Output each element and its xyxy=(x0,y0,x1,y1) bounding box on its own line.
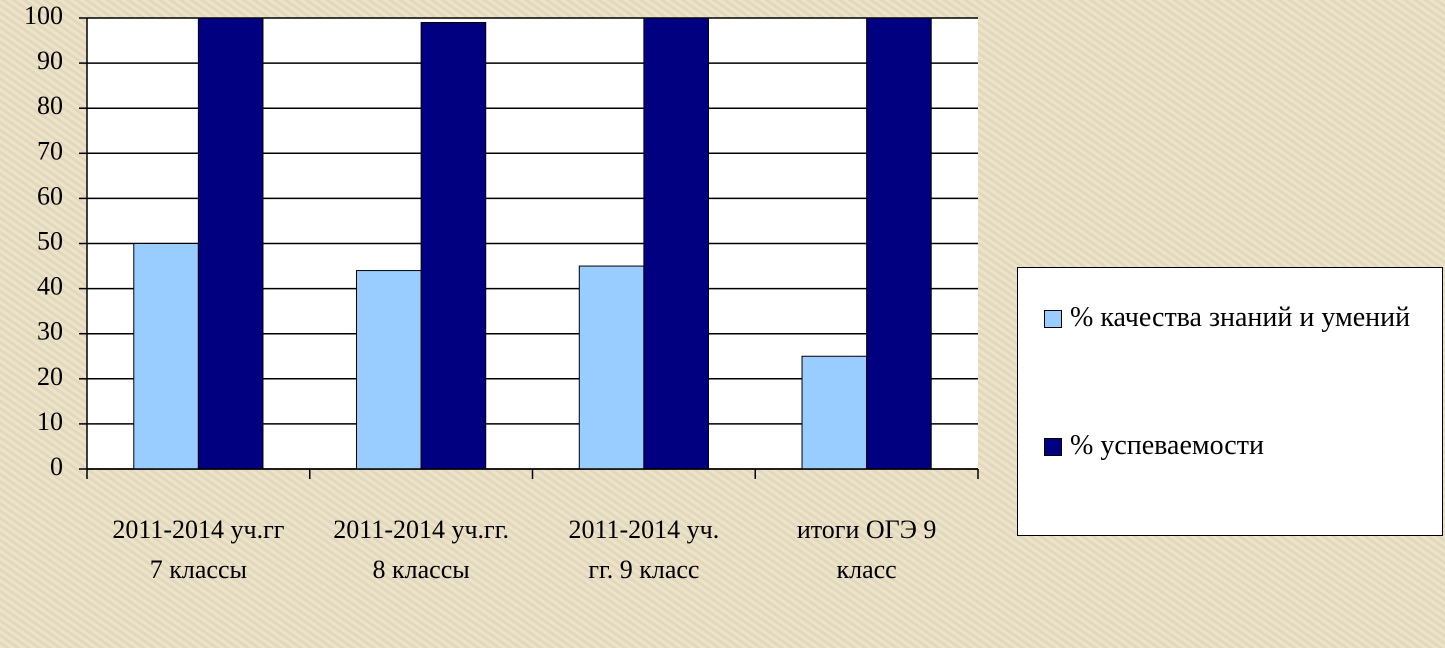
bar xyxy=(133,243,199,470)
legend-swatch xyxy=(1044,310,1062,328)
y-tick-label: 80 xyxy=(37,91,63,120)
bar xyxy=(643,17,709,470)
y-tick-label: 0 xyxy=(50,452,63,481)
bar xyxy=(420,22,487,470)
x-tick-label: 2011-2014 уч.гг. 8 классы xyxy=(333,515,509,584)
y-tick-label: 30 xyxy=(37,317,63,346)
legend: % качества знаний и умений % успеваемости xyxy=(1017,267,1443,536)
bar xyxy=(866,17,932,470)
y-tick-label: 60 xyxy=(37,181,63,210)
legend-label: % успеваемости xyxy=(1070,430,1264,461)
bar xyxy=(356,270,422,470)
y-tick-label: 20 xyxy=(37,362,63,391)
y-tick-label: 40 xyxy=(37,272,63,301)
x-tick-label: 2011-2014 уч.гг 7 классы xyxy=(112,515,285,584)
y-tick-label: 50 xyxy=(37,226,63,255)
x-tick-label: итоги ОГЭ 9 класс xyxy=(796,515,937,584)
legend-label: % качества знаний и умений xyxy=(1070,302,1411,333)
y-tick-label: 90 xyxy=(37,46,63,75)
bar xyxy=(578,265,645,470)
x-tick-label: 2011-2014 уч. гг. 9 класс xyxy=(568,515,720,584)
y-tick-label: 100 xyxy=(24,1,63,30)
legend-entry: % успеваемости xyxy=(1044,428,1445,464)
legend-swatch xyxy=(1044,438,1062,456)
y-tick-label: 10 xyxy=(37,407,63,436)
y-tick-label: 70 xyxy=(37,136,63,165)
bar xyxy=(197,17,264,470)
bar xyxy=(801,355,868,470)
legend-entry: % качества знаний и умений xyxy=(1044,300,1445,336)
